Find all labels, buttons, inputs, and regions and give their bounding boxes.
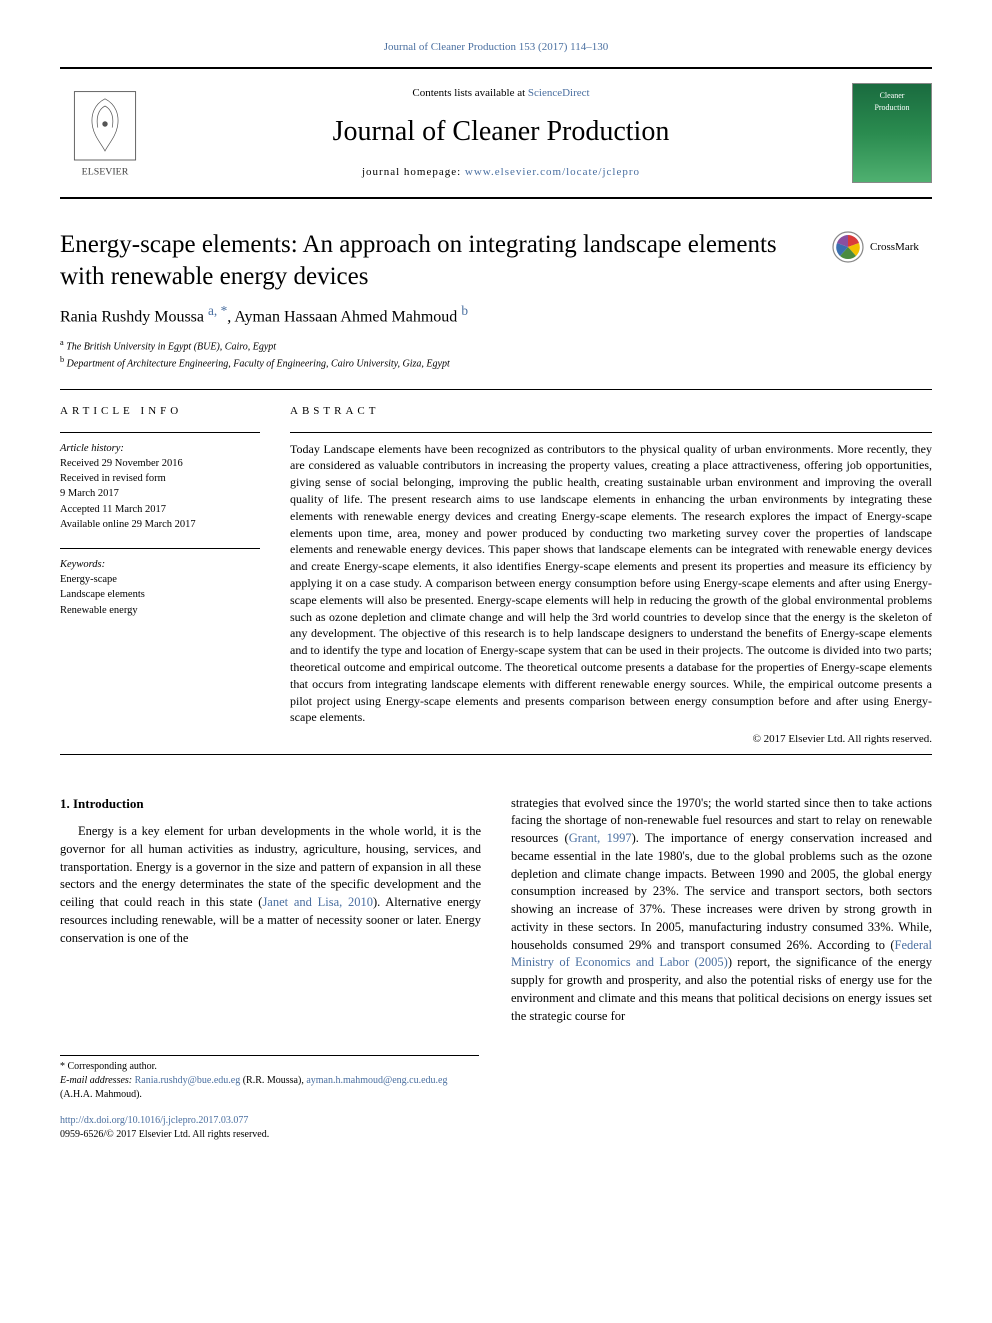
abstract-copyright: © 2017 Elsevier Ltd. All rights reserved…	[290, 732, 932, 747]
history-line: Received 29 November 2016	[60, 456, 260, 471]
crossmark-label: CrossMark	[870, 240, 919, 255]
elsevier-logo: ELSEVIER	[60, 83, 150, 183]
abstract-rule	[290, 432, 932, 433]
history-line: Available online 29 March 2017	[60, 517, 260, 532]
abstract-label: ABSTRACT	[290, 404, 932, 419]
journal-cover-thumb: Cleaner Production	[852, 83, 932, 183]
affiliation-a: a The British University in Egypt (BUE),…	[60, 337, 932, 354]
citation-link[interactable]: Grant, 1997	[569, 831, 632, 845]
article-title: Energy-scape elements: An approach on in…	[60, 229, 812, 292]
keywords-label: Keywords:	[60, 557, 260, 572]
authors-line: Rania Rushdy Moussa a, *, Ayman Hassaan …	[60, 302, 932, 329]
contents-prefix: Contents lists available at	[412, 87, 527, 99]
elsevier-text: ELSEVIER	[82, 167, 129, 178]
footnotes: * Corresponding author. E-mail addresses…	[60, 1055, 479, 1102]
body-columns: 1. Introduction Energy is a key element …	[60, 795, 932, 1026]
doi-link[interactable]: http://dx.doi.org/10.1016/j.jclepro.2017…	[60, 1115, 248, 1126]
history-line: Received in revised form	[60, 471, 260, 486]
history-label: Article history:	[60, 441, 260, 456]
history-line: Accepted 11 March 2017	[60, 502, 260, 517]
doi-block: http://dx.doi.org/10.1016/j.jclepro.2017…	[60, 1114, 932, 1142]
issn-copyright: 0959-6526/© 2017 Elsevier Ltd. All right…	[60, 1128, 932, 1142]
citation-link[interactable]: Janet and Lisa, 2010	[262, 895, 373, 909]
divider-top	[60, 389, 932, 390]
corresponding-author: * Corresponding author.	[60, 1060, 479, 1074]
journal-header: ELSEVIER Contents lists available at Sci…	[60, 67, 932, 199]
body-col-left: 1. Introduction Energy is a key element …	[60, 795, 481, 1026]
keyword: Landscape elements	[60, 587, 260, 602]
homepage-link[interactable]: www.elsevier.com/locate/jclepro	[465, 166, 640, 178]
cover-line1: Cleaner	[880, 90, 905, 101]
author-2-affil[interactable]: b	[461, 303, 468, 318]
author-1: Rania Rushdy Moussa	[60, 308, 208, 325]
keyword: Renewable energy	[60, 603, 260, 618]
crossmark-badge[interactable]: CrossMark	[832, 229, 932, 265]
email-link[interactable]: Rania.rushdy@bue.edu.eg	[135, 1075, 241, 1086]
affiliation-b: b Department of Architecture Engineering…	[60, 354, 932, 371]
info-rule	[60, 432, 260, 433]
cover-line2: Production	[874, 102, 909, 113]
body-col-right: strategies that evolved since the 1970's…	[511, 795, 932, 1026]
author-1-affil[interactable]: a, *	[208, 303, 227, 318]
info-rule	[60, 548, 260, 549]
section-heading: 1. Introduction	[60, 795, 481, 813]
body-paragraph: Energy is a key element for urban develo…	[60, 823, 481, 947]
homepage-line: journal homepage: www.elsevier.com/locat…	[170, 165, 832, 180]
article-info-label: ARTICLE INFO	[60, 404, 260, 419]
affiliations: a The British University in Egypt (BUE),…	[60, 337, 932, 372]
journal-name: Journal of Cleaner Production	[170, 112, 832, 151]
email-link[interactable]: ayman.h.mahmoud@eng.cu.edu.eg	[306, 1075, 447, 1086]
divider-bottom	[60, 754, 932, 755]
email-addresses: E-mail addresses: Rania.rushdy@bue.edu.e…	[60, 1074, 479, 1102]
citation-link[interactable]: Journal of Cleaner Production 153 (2017)…	[384, 41, 608, 53]
keyword: Energy-scape	[60, 572, 260, 587]
article-info-column: ARTICLE INFO Article history: Received 2…	[60, 404, 260, 747]
history-line: 9 March 2017	[60, 486, 260, 501]
abstract-text: Today Landscape elements have been recog…	[290, 441, 932, 727]
crossmark-icon	[832, 231, 864, 263]
contents-line: Contents lists available at ScienceDirec…	[170, 86, 832, 101]
citation-header: Journal of Cleaner Production 153 (2017)…	[60, 40, 932, 55]
abstract-column: ABSTRACT Today Landscape elements have b…	[290, 404, 932, 747]
body-paragraph: strategies that evolved since the 1970's…	[511, 795, 932, 1026]
homepage-prefix: journal homepage:	[362, 166, 465, 178]
sciencedirect-link[interactable]: ScienceDirect	[528, 87, 590, 99]
